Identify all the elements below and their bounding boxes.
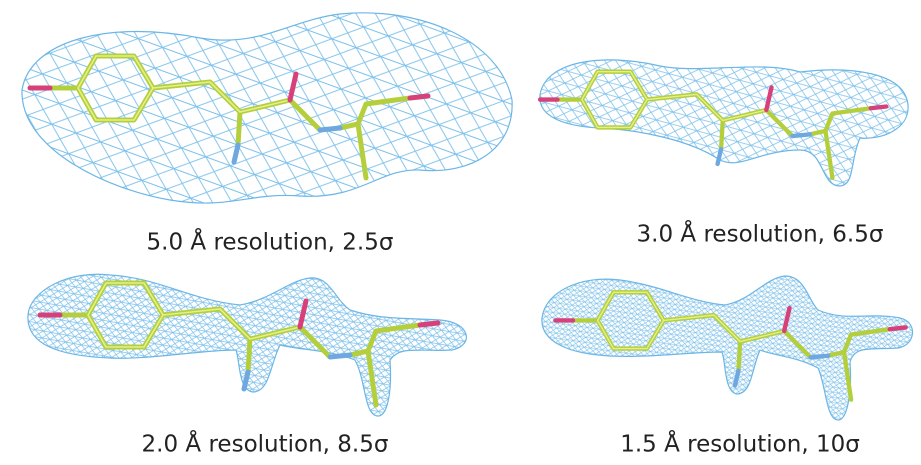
density-figure: 5.0 Å resolution, 2.5σ 3.0 Å resolution,… <box>0 0 921 465</box>
figure: 5.0 Å resolution, 2.5σ 3.0 Å resolution,… <box>0 0 921 465</box>
caption: 2.0 Å resolution, 8.5σ <box>142 430 389 458</box>
caption: 5.0 Å resolution, 2.5σ <box>147 228 394 256</box>
caption: 3.0 Å resolution, 6.5σ <box>637 220 884 248</box>
caption: 1.5 Å resolution, 10σ <box>620 430 860 458</box>
panel-4: 1.5 Å resolution, 10σ <box>542 276 913 458</box>
panel-3: 2.0 Å resolution, 8.5σ <box>28 274 466 457</box>
panel-1: 5.0 Å resolution, 2.5σ <box>22 13 512 256</box>
panel-2: 3.0 Å resolution, 6.5σ <box>540 60 908 248</box>
